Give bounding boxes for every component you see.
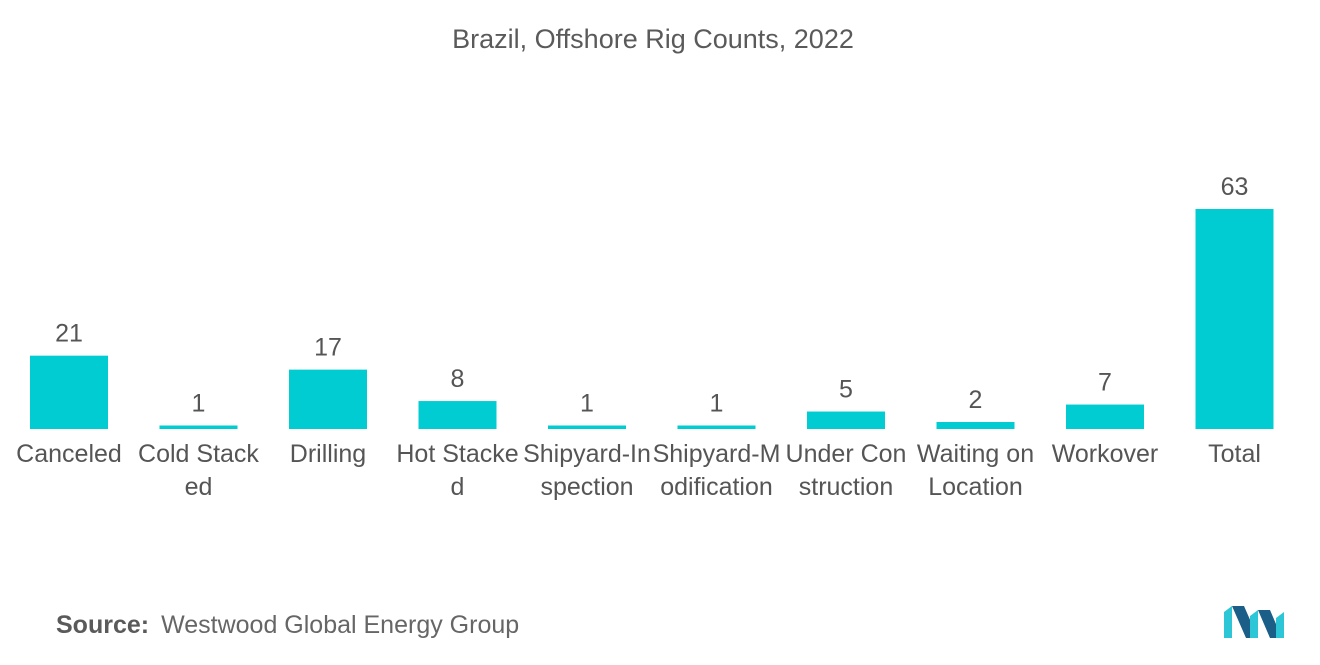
category-label: Total	[1208, 440, 1261, 468]
bar-hot-stacked	[418, 401, 497, 429]
category-label: Cold Stacked	[138, 440, 259, 501]
logo-left-bar	[1224, 606, 1232, 638]
category-label: Shipyard-Modification	[652, 440, 781, 501]
data-label: 8	[451, 365, 465, 393]
bar-total	[1195, 209, 1274, 429]
chart-title: Brazil, Offshore Rig Counts, 2022	[452, 24, 854, 54]
data-label: 21	[55, 320, 83, 348]
category-label: Under Construction	[785, 440, 907, 501]
category-label: Waiting on Location	[916, 440, 1035, 501]
category-label: Canceled	[16, 440, 122, 468]
data-label: 7	[1098, 369, 1112, 397]
bar-canceled	[30, 355, 108, 429]
bar-cold-stacked	[159, 425, 238, 429]
category-label: Workover	[1051, 440, 1159, 468]
data-label: 2	[969, 386, 983, 414]
data-label: 17	[314, 334, 342, 362]
bar-drilling	[289, 369, 367, 429]
bar-shipyard-inspection	[548, 425, 626, 429]
logo-middle-bar	[1250, 610, 1258, 638]
bar-shipyard-modification	[677, 425, 756, 429]
mordor-intelligence-logo-icon	[1224, 606, 1284, 638]
data-label: 1	[710, 390, 724, 418]
data-label: 5	[839, 376, 853, 404]
source-note: Source: Westwood Global Energy Group	[56, 611, 519, 640]
data-label: 1	[192, 390, 206, 418]
category-label: Shipyard-Inspection	[523, 440, 651, 501]
bar-under-construction	[807, 411, 885, 429]
category-label: Hot Stacked	[396, 440, 519, 501]
bar-waiting-on-location	[936, 422, 1015, 429]
data-label: 63	[1221, 173, 1249, 201]
data-label: 1	[580, 390, 594, 418]
source-label: Source:	[56, 611, 150, 639]
logo-right-bar	[1276, 612, 1284, 638]
category-label: Drilling	[289, 440, 367, 468]
bar-workover	[1066, 404, 1144, 429]
source-text: Westwood Global Energy Group	[161, 611, 520, 639]
